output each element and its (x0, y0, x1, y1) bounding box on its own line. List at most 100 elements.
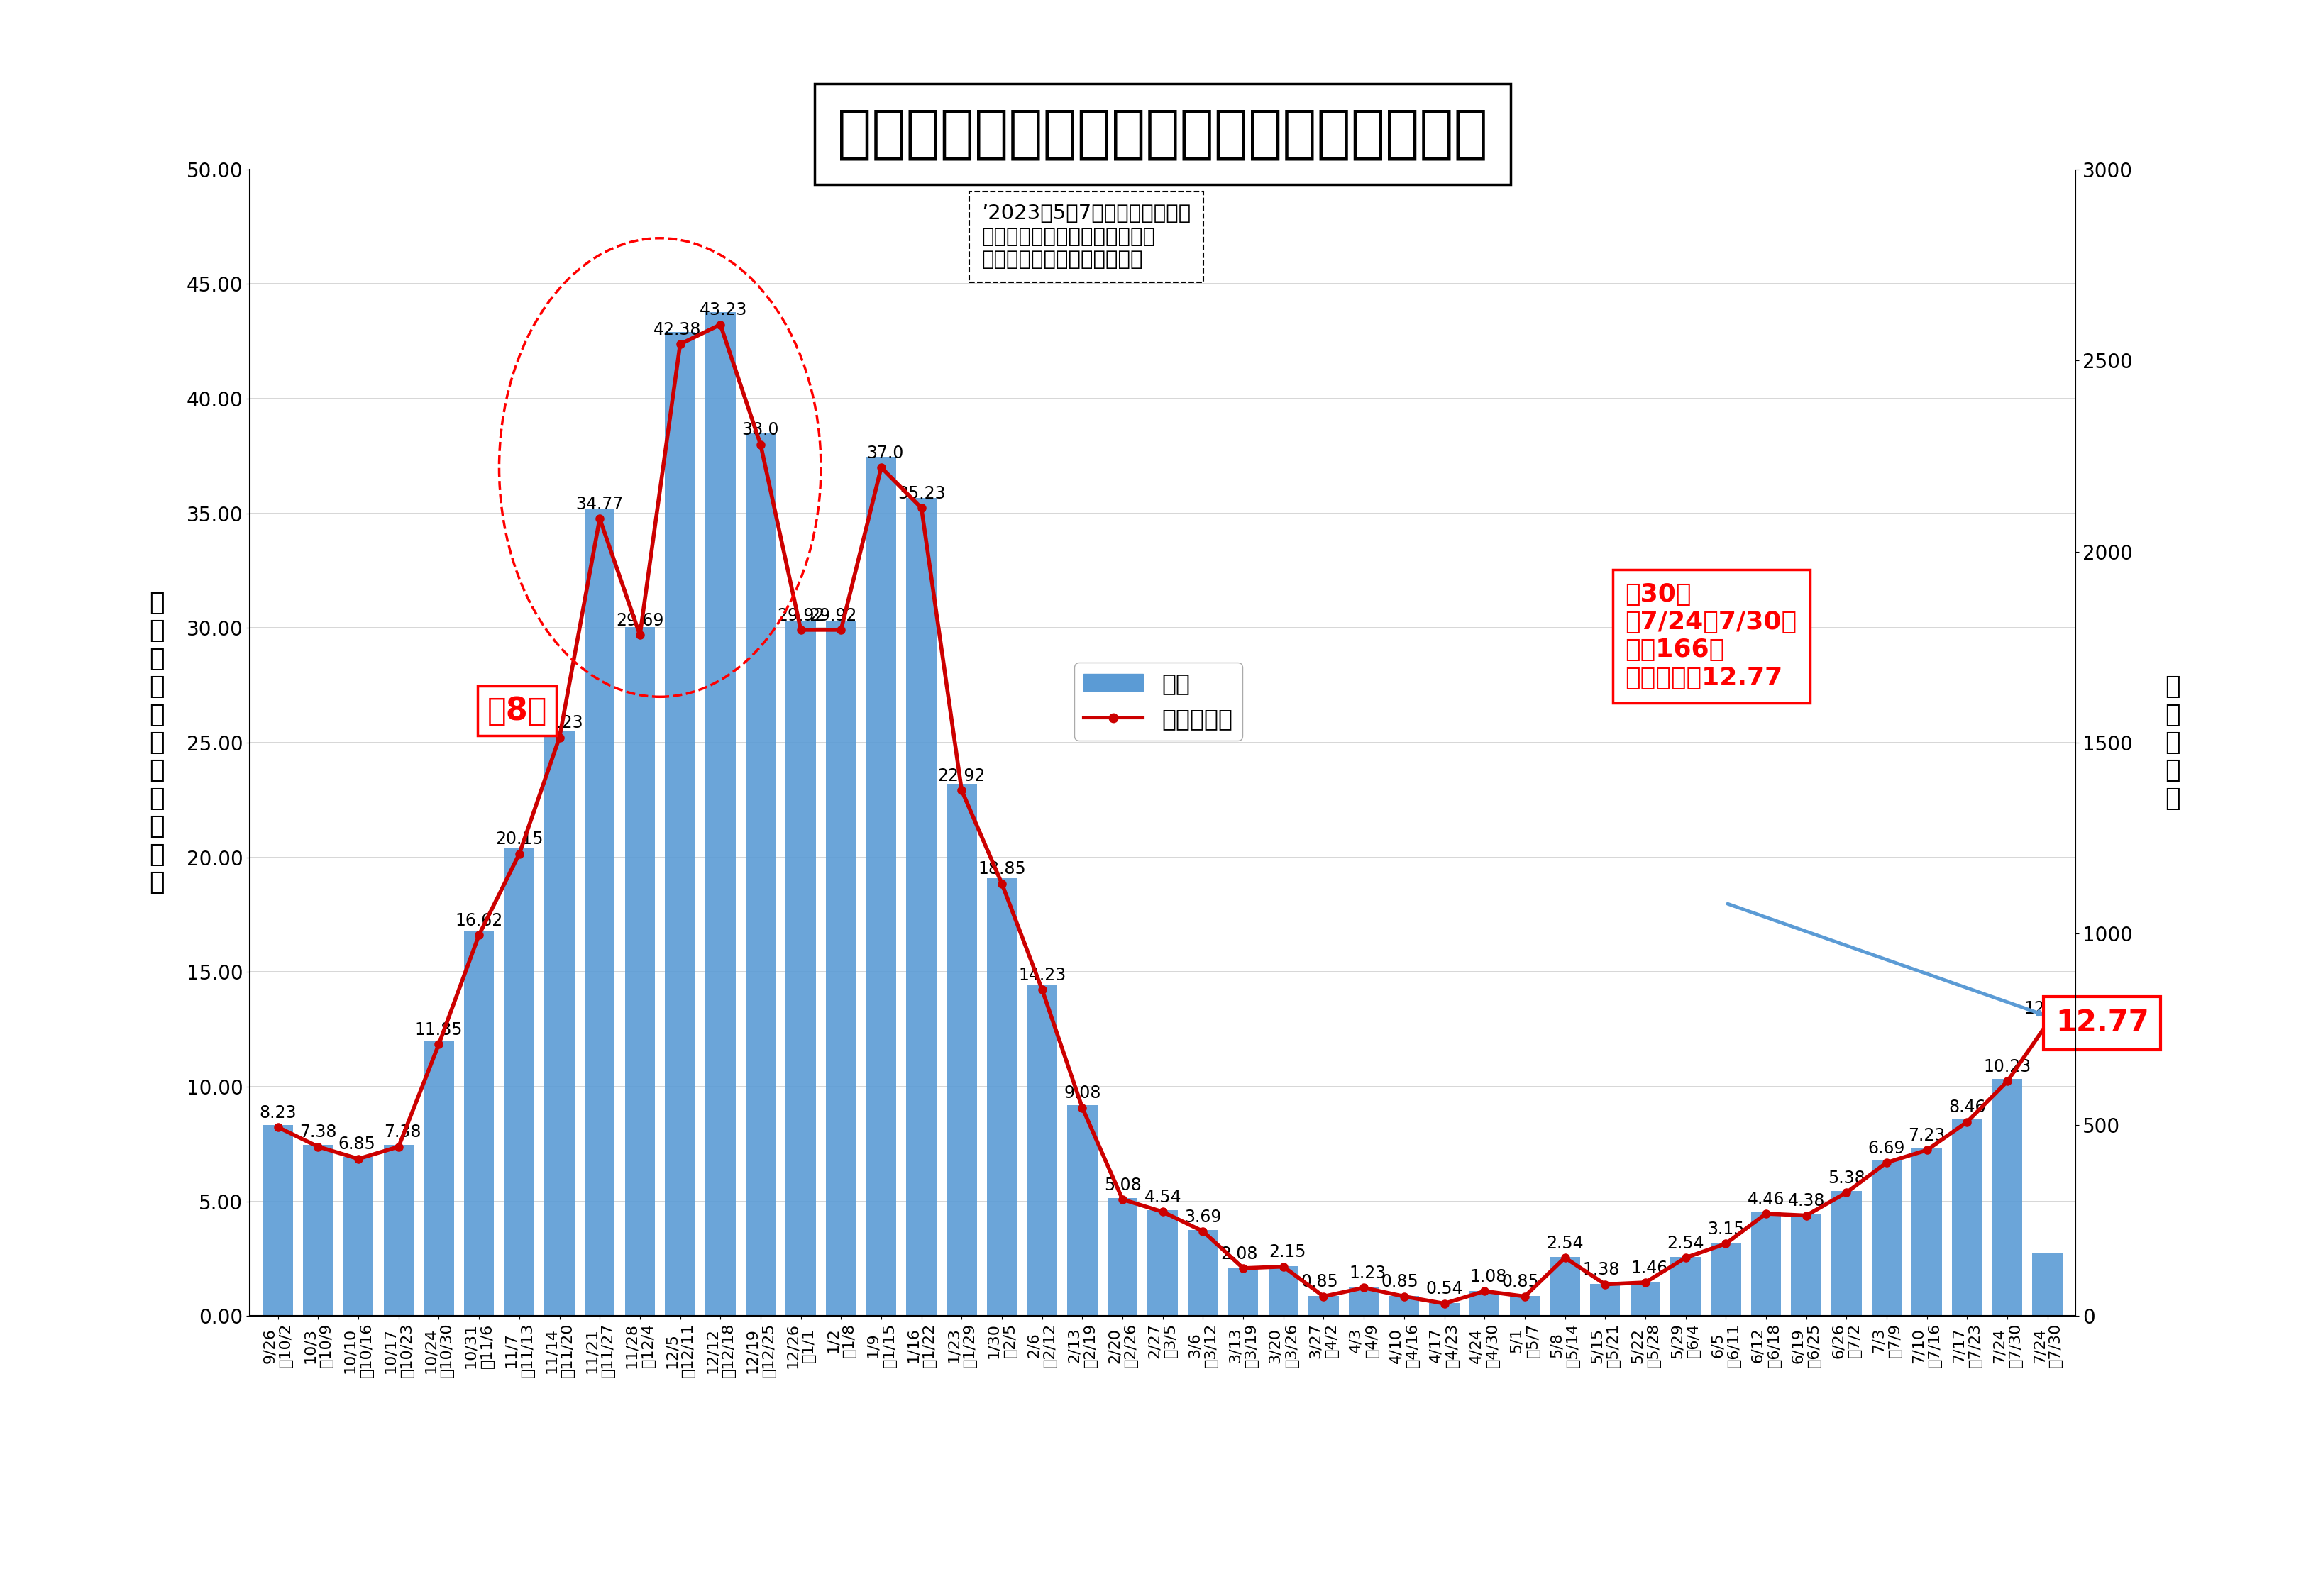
定点あたり (265, 1117, 293, 1136)
Bar (786, 621, 816, 1317)
定点あたり (1711, 1234, 1739, 1253)
Text: 25.23: 25.23 (535, 715, 583, 731)
Text: 29.69: 29.69 (616, 613, 664, 629)
Bar (1912, 1148, 1942, 1317)
定点あたり (1190, 1221, 1218, 1240)
Bar (706, 313, 736, 1317)
定点あたり (1310, 1286, 1337, 1306)
Bar (1388, 1296, 1418, 1317)
定点あたり (666, 335, 694, 354)
Text: 11.85: 11.85 (415, 1021, 464, 1039)
定点あたり (909, 498, 936, 517)
定点あたり (2034, 1013, 2062, 1033)
定点あたり (828, 621, 856, 640)
定点あたり (1953, 1112, 1981, 1132)
Text: 1.08: 1.08 (1469, 1269, 1508, 1285)
Text: 29.92: 29.92 (777, 606, 826, 624)
Bar (1107, 1199, 1137, 1317)
Line: 定点あたり: 定点あたり (274, 321, 2052, 1307)
定点あたり (1753, 1203, 1780, 1223)
Text: 5.38: 5.38 (1829, 1170, 1866, 1187)
Y-axis label: 全
数
（
人
）: 全 数 （ 人 ） (2165, 675, 2179, 811)
定点あたり (466, 926, 493, 945)
Text: 8.23: 8.23 (258, 1104, 297, 1122)
定点あたり (1792, 1207, 1819, 1226)
定点あたり (385, 1136, 413, 1156)
Text: 0.85: 0.85 (1501, 1274, 1540, 1291)
Text: 4.54: 4.54 (1144, 1189, 1181, 1207)
Text: 2.54: 2.54 (1667, 1235, 1704, 1251)
Text: 3.69: 3.69 (1185, 1208, 1222, 1226)
定点あたり (1391, 1286, 1418, 1306)
Bar (344, 1157, 374, 1317)
定点あたり (1148, 1202, 1176, 1221)
Bar (1148, 1210, 1178, 1317)
Text: ’2023年5月7日までの定点当た
り報告数は、全数把握時のデー
タから抽出した参考値です。: ’2023年5月7日までの定点当た り報告数は、全数把握時のデー タから抽出した… (982, 204, 1192, 270)
Text: 12.77: 12.77 (2025, 1001, 2071, 1017)
Bar (1670, 1258, 1700, 1317)
Bar (906, 498, 936, 1317)
Bar (1229, 1267, 1259, 1317)
定点あたり (1872, 1152, 1900, 1171)
Text: 2.08: 2.08 (1220, 1245, 1257, 1262)
Bar (383, 1144, 413, 1317)
定点あたり (424, 1034, 452, 1053)
Bar (867, 456, 897, 1317)
Bar (664, 332, 694, 1317)
Text: 3.15: 3.15 (1706, 1221, 1743, 1238)
Bar (1268, 1266, 1298, 1317)
Text: 22.92: 22.92 (939, 768, 985, 784)
Text: 0.54: 0.54 (1425, 1280, 1462, 1298)
Bar (1630, 1282, 1660, 1317)
Bar (1026, 985, 1056, 1317)
定点あたり (547, 728, 574, 747)
Text: 1.38: 1.38 (1582, 1261, 1619, 1278)
定点あたり (1914, 1141, 1942, 1160)
Text: 第8波: 第8波 (487, 696, 547, 726)
Bar (1068, 1104, 1098, 1317)
定点あたり (867, 458, 895, 477)
定点あたり (505, 844, 533, 863)
Bar (1750, 1213, 1780, 1317)
Text: 35.23: 35.23 (897, 485, 945, 503)
定点あたり (706, 314, 733, 334)
Bar (1349, 1288, 1379, 1317)
定点あたり (1591, 1275, 1619, 1294)
Bar (1510, 1296, 1540, 1317)
Text: 第30週
（7/24～7/30）
定点166人
定点当たり12.77: 第30週 （7/24～7/30） 定点166人 定点当たり12.77 (1626, 583, 1796, 689)
Text: 4.38: 4.38 (1787, 1192, 1824, 1210)
Bar (424, 1041, 454, 1317)
定点あたり (586, 509, 613, 528)
Text: 7.23: 7.23 (1909, 1127, 1946, 1144)
Text: 6.85: 6.85 (337, 1136, 376, 1152)
Bar (464, 930, 493, 1317)
Text: 5.08: 5.08 (1105, 1176, 1141, 1194)
定点あたり (1552, 1248, 1580, 1267)
定点あたり (1028, 980, 1056, 999)
Bar (1188, 1231, 1218, 1317)
定点あたり (627, 626, 655, 645)
定点あたり (1672, 1248, 1700, 1267)
Text: 34.77: 34.77 (576, 496, 623, 512)
Bar (1430, 1304, 1460, 1317)
Bar (263, 1125, 293, 1317)
定点あたり (1430, 1294, 1457, 1314)
Bar (302, 1144, 334, 1317)
Bar (1550, 1258, 1580, 1317)
Bar (625, 627, 655, 1317)
Text: 7.38: 7.38 (300, 1124, 337, 1141)
定点あたり (1471, 1282, 1499, 1301)
Text: 7.38: 7.38 (383, 1124, 422, 1141)
定点あたり (987, 875, 1015, 894)
Text: 1.46: 1.46 (1630, 1259, 1667, 1277)
Text: 37.0: 37.0 (867, 445, 904, 461)
Text: 43.23: 43.23 (699, 302, 747, 319)
定点あたり (344, 1149, 371, 1168)
Text: 20.15: 20.15 (496, 832, 544, 847)
Text: 16.62: 16.62 (454, 911, 503, 929)
Text: 2.54: 2.54 (1547, 1235, 1584, 1251)
Y-axis label: 定
点
当
た
り
報
告
数
（
人
）: 定 点 当 た り 報 告 数 （ 人 ） (150, 591, 164, 894)
Bar (505, 847, 535, 1317)
定点あたり (747, 436, 775, 455)
Bar (1591, 1283, 1621, 1317)
